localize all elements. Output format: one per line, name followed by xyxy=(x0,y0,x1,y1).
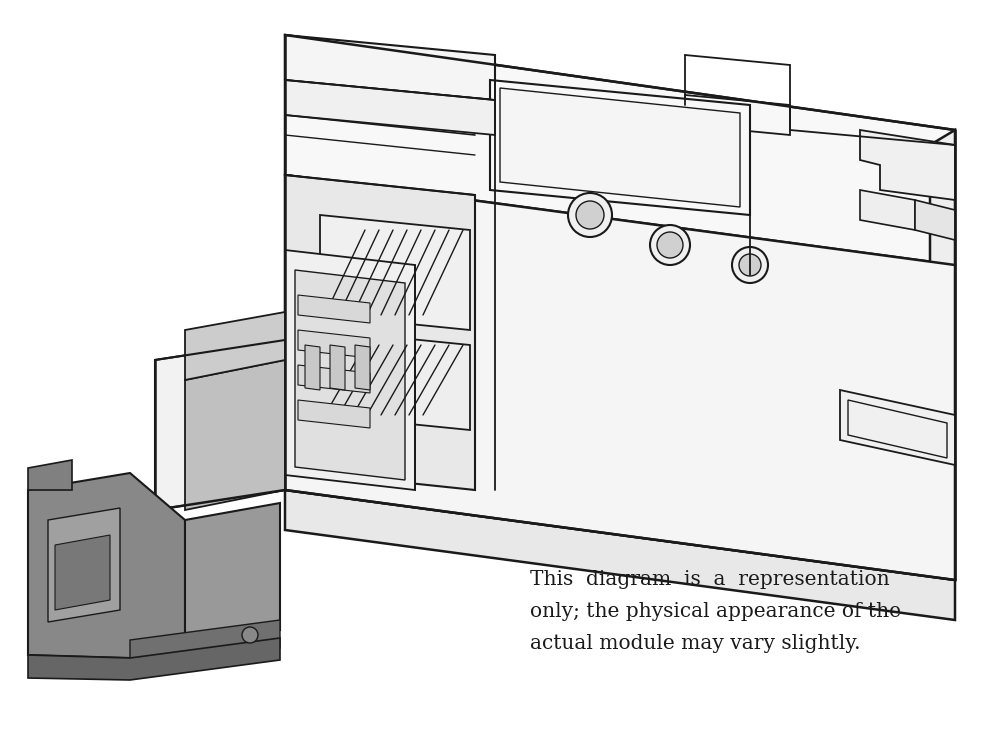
Polygon shape xyxy=(285,80,495,135)
Polygon shape xyxy=(860,190,915,230)
Polygon shape xyxy=(285,175,955,580)
Circle shape xyxy=(657,232,683,258)
Polygon shape xyxy=(285,35,495,100)
Polygon shape xyxy=(285,35,955,265)
Polygon shape xyxy=(355,345,370,390)
Polygon shape xyxy=(298,365,370,393)
Polygon shape xyxy=(915,200,955,240)
Polygon shape xyxy=(500,88,740,207)
Polygon shape xyxy=(185,312,285,380)
Polygon shape xyxy=(685,95,790,135)
Polygon shape xyxy=(285,490,955,620)
Polygon shape xyxy=(28,473,185,658)
Polygon shape xyxy=(840,390,955,465)
Polygon shape xyxy=(28,638,280,680)
Polygon shape xyxy=(185,360,285,510)
Polygon shape xyxy=(155,340,285,510)
Polygon shape xyxy=(298,400,370,428)
Text: only; the physical appearance of the: only; the physical appearance of the xyxy=(530,602,901,621)
Polygon shape xyxy=(298,295,370,323)
Polygon shape xyxy=(930,130,955,595)
Polygon shape xyxy=(860,130,955,200)
Polygon shape xyxy=(28,460,72,490)
Polygon shape xyxy=(185,503,280,640)
Circle shape xyxy=(242,627,258,643)
Polygon shape xyxy=(298,330,370,358)
Polygon shape xyxy=(285,250,415,490)
Text: actual module may vary slightly.: actual module may vary slightly. xyxy=(530,634,860,653)
Polygon shape xyxy=(48,508,120,622)
Polygon shape xyxy=(295,270,405,480)
Circle shape xyxy=(739,254,761,276)
Polygon shape xyxy=(320,215,470,330)
Polygon shape xyxy=(305,345,320,390)
Polygon shape xyxy=(55,535,110,610)
Polygon shape xyxy=(490,80,750,215)
Text: This  diagram  is  a  representation: This diagram is a representation xyxy=(530,570,890,589)
Circle shape xyxy=(650,225,690,265)
Polygon shape xyxy=(130,620,280,668)
Circle shape xyxy=(732,247,768,283)
Polygon shape xyxy=(330,345,345,390)
Circle shape xyxy=(568,193,612,237)
Circle shape xyxy=(576,201,604,229)
Polygon shape xyxy=(320,330,470,430)
Polygon shape xyxy=(285,175,475,490)
